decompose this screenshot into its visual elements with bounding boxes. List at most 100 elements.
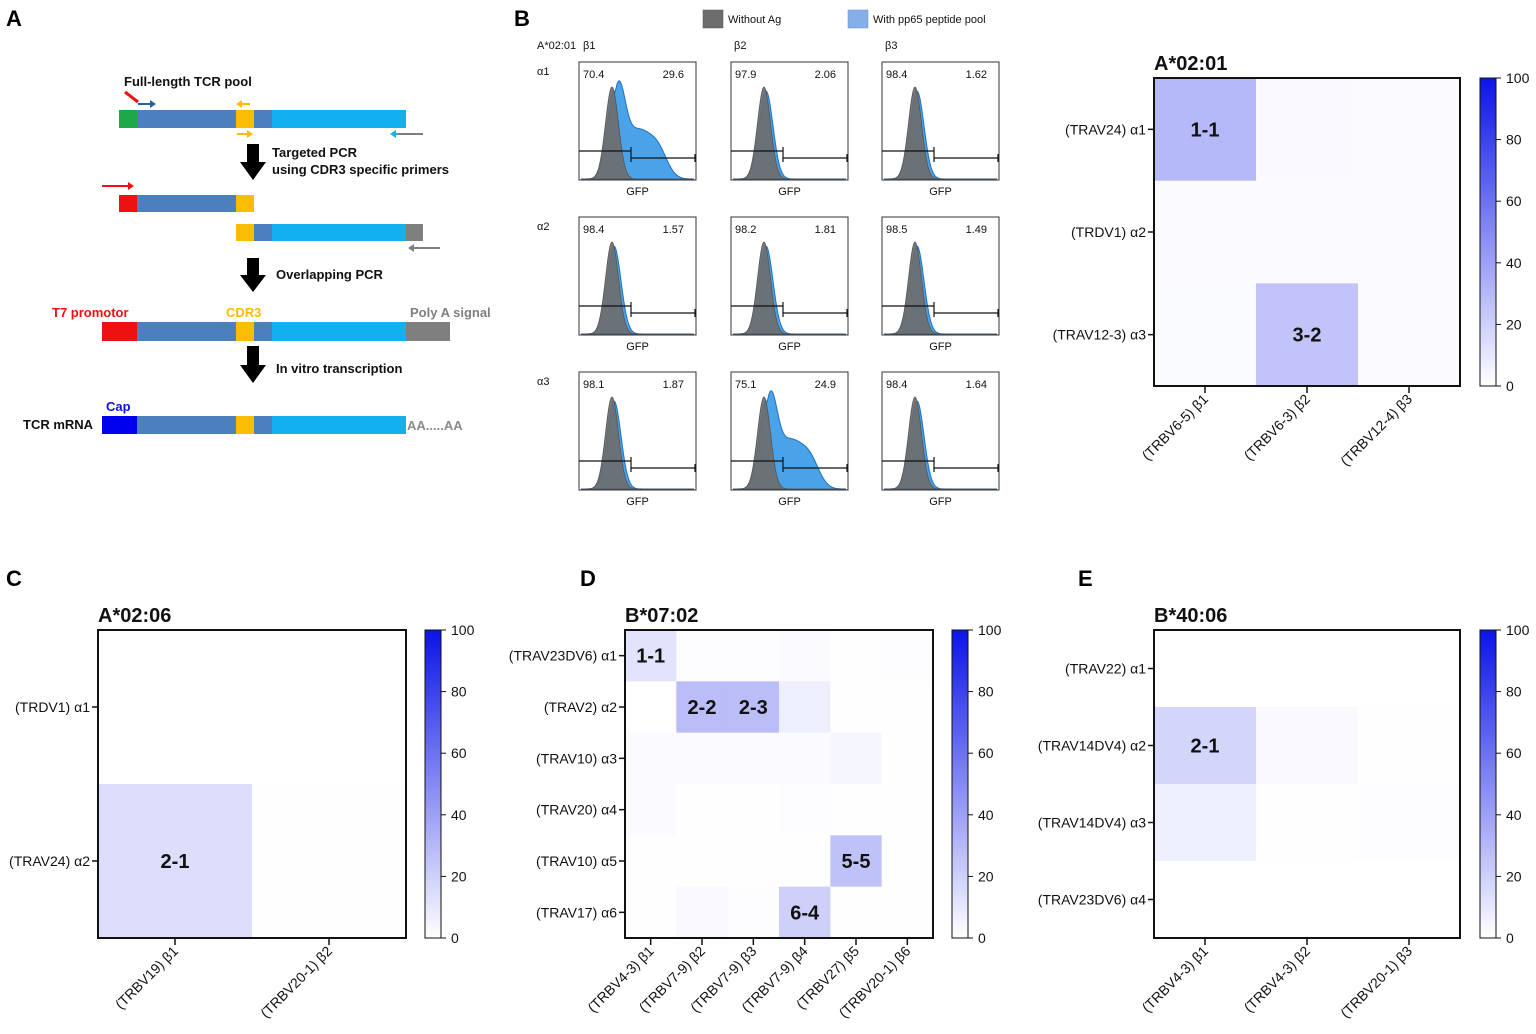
histogram-frame bbox=[881, 371, 1000, 491]
heatmap-cell bbox=[1154, 707, 1257, 785]
heatmap-cell bbox=[98, 784, 253, 939]
heatmap-cell bbox=[252, 784, 407, 939]
heatmap-cell bbox=[1256, 784, 1359, 862]
heatmap-cell bbox=[1154, 784, 1257, 862]
heatmap-b0702: B*07:02 1-1 2-2 2-3 5-5 6-4 (TRAV23DV6) α1 (TRA… bbox=[509, 605, 1002, 1021]
histogram-without-antigen bbox=[733, 241, 846, 335]
heatmap-cell bbox=[1154, 78, 1257, 182]
heatmap-a0201: A*02:01 1-1 3-2 (TRAV24) α1 (TRDV1) α2 (TRAV1… bbox=[1053, 53, 1530, 469]
colorbar-tick-label: 40 bbox=[978, 807, 994, 823]
heatmap-cell bbox=[779, 630, 831, 682]
row-tick-label: (TRDV1) α1 bbox=[15, 699, 90, 715]
col-tick-label: (TRBV19) β1 bbox=[112, 943, 181, 1012]
bar1-cyan-segment bbox=[272, 110, 406, 128]
cell-label: 1-1 bbox=[1191, 119, 1220, 141]
histogram-without-antigen bbox=[884, 396, 997, 490]
panel-label-c: C bbox=[6, 566, 22, 591]
heatmap-cell bbox=[1154, 861, 1257, 939]
row-label: α3 bbox=[537, 376, 549, 388]
x-axis-label: GFP bbox=[626, 496, 649, 508]
col-tick-label: (TRBV12-4) β3 bbox=[1337, 391, 1415, 469]
heatmap-cell bbox=[727, 886, 780, 939]
row-tick-label: (TRDV1) α2 bbox=[1071, 224, 1146, 240]
gate-left-percent: 98.4 bbox=[886, 69, 907, 81]
row-tick-label: (TRAV10) α5 bbox=[536, 853, 617, 869]
heatmap-cell bbox=[727, 732, 780, 785]
histogram-frame bbox=[578, 216, 697, 336]
heatmap-cell bbox=[676, 681, 729, 734]
column-label: β2 bbox=[734, 40, 746, 52]
histogram-cell: 98.2 1.81 GFP bbox=[730, 216, 849, 353]
heatmap-cell bbox=[1358, 861, 1461, 939]
colorbar-tick-label: 20 bbox=[1506, 316, 1522, 332]
heatmap-cell bbox=[881, 784, 934, 836]
column-label: β3 bbox=[885, 40, 897, 52]
colorbar-tick-label: 80 bbox=[978, 684, 994, 700]
polya-primer-arrow-icon bbox=[408, 244, 414, 252]
bar3-gray-segment bbox=[406, 224, 423, 241]
panel-a-diagram: Full-length TCR pool Targeted PCR using … bbox=[23, 74, 491, 434]
heatmap-cell bbox=[625, 630, 677, 682]
polya-label: Poly A signal bbox=[410, 305, 491, 320]
heatmap-cell bbox=[1256, 180, 1359, 284]
colorbar-tick-label: 0 bbox=[451, 930, 459, 946]
heatmap-cell bbox=[881, 630, 934, 682]
histogram-without-antigen bbox=[884, 86, 997, 180]
heatmap-cell bbox=[1358, 630, 1461, 708]
colorbar bbox=[424, 629, 442, 939]
heatmap-cell bbox=[252, 630, 407, 785]
bar2-red-segment bbox=[119, 195, 137, 212]
histogram-cell: 98.4 1.57 GFP bbox=[578, 216, 697, 353]
heatmap-frame bbox=[624, 629, 934, 939]
histogram-grid: β1 β2 β3 α1 α2 α3 70.4 29.6 GFP 97.9 2.06 GFP 98.4 1.… bbox=[537, 40, 1000, 508]
step2-label: Overlapping PCR bbox=[276, 267, 384, 282]
heatmap-cell bbox=[98, 630, 253, 785]
colorbar bbox=[1479, 77, 1497, 387]
x-axis-label: GFP bbox=[929, 186, 952, 198]
heatmap-cell bbox=[727, 784, 780, 836]
legend-swatch-with bbox=[847, 9, 869, 29]
gate-right-percent: 29.6 bbox=[663, 69, 684, 81]
heatmap-cell bbox=[779, 835, 831, 888]
col-tick-label: (TRBV6-5) β1 bbox=[1139, 391, 1212, 464]
heatmap-b4006: B*40:06 2-1 (TRAV22) α1 (TRAV14DV4) α2 (TRAV… bbox=[1038, 605, 1530, 1021]
cdr3-reverse-primer-icon bbox=[236, 100, 242, 108]
heatmap-cell bbox=[881, 681, 934, 734]
cell-label: 6-4 bbox=[790, 902, 820, 924]
histogram-without-antigen bbox=[733, 86, 846, 180]
row-tick-label: (TRAV14DV4) α2 bbox=[1038, 738, 1146, 754]
cell-label: 2-2 bbox=[688, 697, 717, 719]
heatmap-title: B*40:06 bbox=[1154, 605, 1227, 627]
heatmap-cell bbox=[625, 835, 677, 888]
colorbar-tick-label: 60 bbox=[451, 745, 467, 761]
histogram-without-antigen bbox=[733, 396, 846, 490]
gate-right-percent: 1.57 bbox=[663, 224, 684, 236]
t7-primer-arrow-icon bbox=[128, 182, 134, 190]
legend-with-label: With pp65 peptide pool bbox=[873, 14, 986, 26]
row-label: α2 bbox=[537, 221, 549, 233]
gate-right-percent: 1.62 bbox=[966, 69, 987, 81]
colorbar-tick-label: 100 bbox=[1506, 70, 1530, 86]
gate-right-percent: 1.64 bbox=[966, 379, 987, 391]
histogram-cell: 98.5 1.49 GFP bbox=[881, 216, 1000, 353]
heatmap-cell bbox=[1358, 784, 1461, 862]
histogram-cell: 97.9 2.06 GFP bbox=[730, 61, 849, 198]
heatmap-cell bbox=[1154, 180, 1257, 284]
gate-left-percent: 70.4 bbox=[583, 69, 604, 81]
step1b-label: using CDR3 specific primers bbox=[272, 162, 449, 177]
cdr3-label: CDR3 bbox=[226, 305, 261, 320]
colorbar-tick-label: 60 bbox=[1506, 745, 1522, 761]
down-arrow-icon bbox=[240, 346, 266, 383]
bar1-green-segment bbox=[119, 110, 137, 128]
heatmap-title: A*02:01 bbox=[1154, 53, 1227, 75]
colorbar-tick-label: 80 bbox=[451, 684, 467, 700]
row-tick-label: (TRAV12-3) α3 bbox=[1053, 327, 1147, 343]
heatmap-frame bbox=[97, 629, 407, 939]
x-axis-label: GFP bbox=[778, 496, 801, 508]
heatmap-cell bbox=[1256, 630, 1359, 708]
heatmap-title: A*02:06 bbox=[98, 605, 171, 627]
step1-label: Targeted PCR bbox=[272, 145, 358, 160]
gate-right-percent: 1.81 bbox=[815, 224, 836, 236]
x-axis-label: GFP bbox=[626, 341, 649, 353]
cell-label: 3-2 bbox=[1293, 325, 1322, 347]
